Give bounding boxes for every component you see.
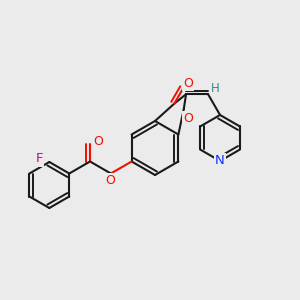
Text: N: N xyxy=(215,154,225,167)
Text: O: O xyxy=(93,135,103,148)
Text: F: F xyxy=(36,152,43,166)
Text: O: O xyxy=(183,76,193,89)
Text: H: H xyxy=(211,82,219,95)
Text: O: O xyxy=(105,174,115,187)
Text: O: O xyxy=(183,112,193,124)
